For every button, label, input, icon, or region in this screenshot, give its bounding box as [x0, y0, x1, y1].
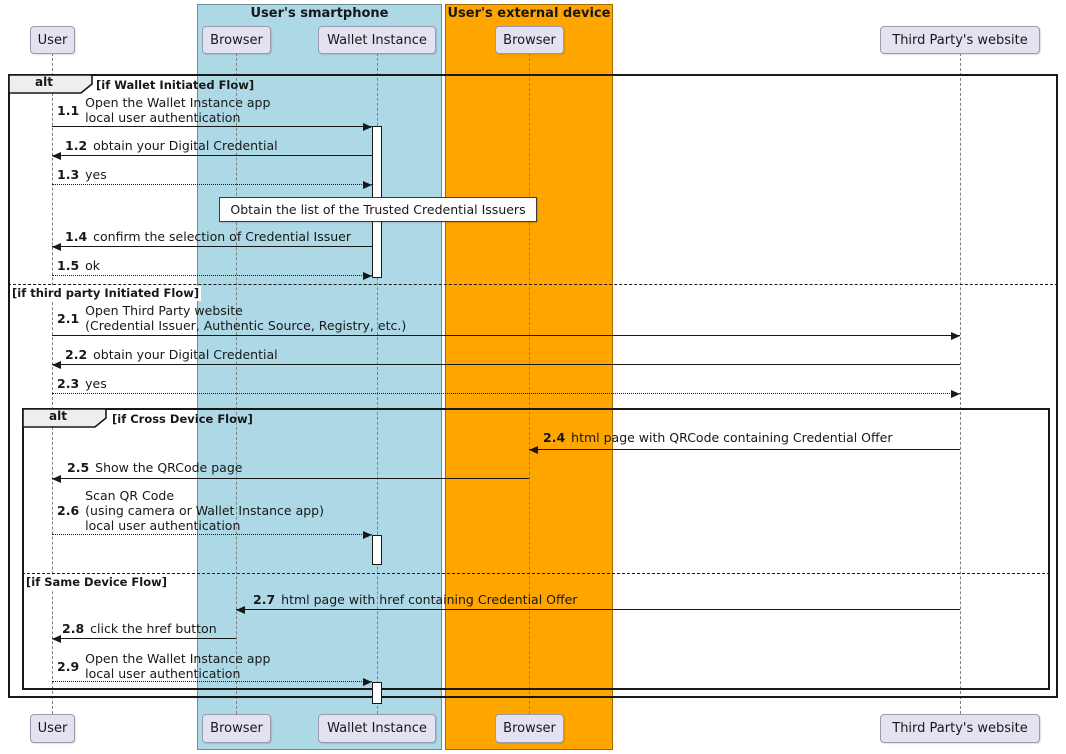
alt-frame-outer — [8, 74, 1058, 698]
note-trusted-issuers: Obtain the list of the Trusted Credentia… — [219, 197, 537, 222]
message-label-2-5: 2.5 Show the QRCode page — [67, 460, 243, 475]
arrowhead-icon — [363, 180, 372, 189]
arrowhead-icon — [951, 389, 960, 398]
message-number: 2.2 — [65, 347, 88, 362]
message-arrow-2-1 — [52, 331, 960, 340]
participant-user-top: User — [30, 26, 75, 54]
arrowhead-icon — [951, 331, 960, 340]
lifeline-third-party — [960, 53, 961, 714]
message-arrow-2-3 — [52, 389, 960, 398]
alt-frame-outer-guard: [if Wallet Initiated Flow] — [96, 78, 255, 92]
external-device-group-title: User's external device — [447, 6, 611, 21]
message-label-1-1: 1.1 Open the Wallet Instance app local us… — [57, 95, 271, 125]
lifeline-browser-smartphone — [236, 53, 237, 714]
participant-browser-external-top: Browser — [495, 26, 564, 54]
message-label-2-9: 2.9 Open the Wallet Instance app local us… — [57, 651, 271, 681]
message-arrow-1-4 — [52, 242, 372, 251]
alt-frame-outer-label: alt — [35, 75, 53, 89]
participant-wallet-instance-bottom: Wallet Instance — [318, 714, 436, 743]
message-number: 1.1 — [57, 102, 80, 118]
arrowhead-icon — [363, 530, 372, 539]
message-number: 1.3 — [57, 167, 80, 182]
arrowhead-icon — [363, 122, 372, 131]
alt-outer-else-divider — [8, 284, 1058, 285]
message-number: 1.2 — [65, 138, 88, 153]
message-label-1-3: 1.3 yes — [57, 167, 107, 182]
message-label-2-8: 2.8 click the href button — [62, 621, 217, 636]
arrowhead-icon — [52, 634, 61, 643]
arrowhead-icon — [363, 677, 372, 686]
smartphone-group-box — [197, 4, 442, 750]
smartphone-group-title: User's smartphone — [250, 6, 389, 21]
message-number: 2.3 — [57, 376, 80, 391]
message-label-2-1: 2.1 Open Third Party website (Credential … — [57, 303, 407, 333]
activation-wallet-3 — [372, 682, 382, 704]
participant-browser-smartphone-top: Browser — [202, 26, 271, 54]
alt-frame-inner-label: alt — [49, 409, 67, 423]
message-arrow-2-2 — [52, 360, 960, 369]
message-number: 2.4 — [543, 430, 566, 445]
arrowhead-icon — [363, 271, 372, 280]
message-label-1-5: 1.5 ok — [57, 258, 101, 273]
participant-third-party-bottom: Third Party's website — [880, 714, 1040, 743]
message-label-2-3: 2.3 yes — [57, 376, 107, 391]
message-arrow-2-5 — [52, 474, 529, 483]
message-label-1-4: 1.4 confirm the selection of Credential … — [65, 229, 351, 244]
alt-frame-inner-guard: [if Cross Device Flow] — [112, 412, 253, 426]
alt-inner-else-divider — [22, 573, 1050, 574]
message-number: 2.6 — [57, 503, 80, 518]
message-label-2-6: 2.6 Scan QR Code (using camera or Wallet … — [57, 488, 324, 533]
message-arrow-2-4 — [529, 445, 960, 454]
lifeline-browser-external — [529, 53, 530, 714]
message-arrow-2-7 — [236, 605, 960, 614]
message-arrow-2-9 — [52, 677, 372, 686]
message-arrow-1-5 — [52, 271, 372, 280]
message-label-2-2: 2.2 obtain your Digital Credential — [65, 347, 278, 362]
arrowhead-icon — [236, 605, 245, 614]
message-arrow-2-6 — [52, 530, 372, 539]
alt-outer-else-guard: [if third party Initiated Flow] — [12, 286, 202, 301]
alt-inner-else-guard: [if Same Device Flow] — [26, 575, 170, 590]
message-arrow-2-8 — [52, 634, 236, 643]
message-number: 2.5 — [67, 460, 90, 475]
message-number: 2.9 — [57, 658, 80, 674]
message-arrow-1-3 — [52, 180, 372, 189]
alt-tab-shape — [22, 408, 107, 428]
message-label-2-7: 2.7 html page with href containing Crede… — [253, 592, 578, 607]
lifeline-user — [52, 53, 53, 714]
arrowhead-icon — [52, 360, 61, 369]
message-number: 1.4 — [65, 229, 88, 244]
alt-frame-outer-tab: alt — [8, 74, 94, 98]
participant-wallet-instance-top: Wallet Instance — [318, 26, 436, 54]
message-number: 2.7 — [253, 592, 276, 607]
arrowhead-icon — [52, 474, 61, 483]
lifeline-wallet-instance — [377, 53, 378, 714]
message-number: 2.1 — [57, 310, 80, 326]
message-label-1-2: 1.2 obtain your Digital Credential — [65, 138, 278, 153]
message-arrow-1-2 — [52, 151, 372, 160]
participant-browser-external-bottom: Browser — [495, 714, 564, 743]
alt-frame-inner — [22, 408, 1050, 690]
participant-user-bottom: User — [30, 714, 75, 743]
arrowhead-icon — [52, 151, 61, 160]
arrowhead-icon — [529, 445, 538, 454]
message-number: 2.8 — [62, 621, 85, 636]
message-label-2-4: 2.4 html page with QRCode containing Cre… — [543, 430, 893, 445]
participant-browser-smartphone-bottom: Browser — [202, 714, 271, 743]
alt-tab-shape — [8, 74, 93, 94]
message-arrow-1-1 — [52, 122, 372, 131]
arrowhead-icon — [52, 242, 61, 251]
alt-frame-inner-tab: alt — [22, 408, 108, 432]
participant-third-party-top: Third Party's website — [880, 26, 1040, 54]
activation-wallet-2 — [372, 535, 382, 565]
message-number: 1.5 — [57, 258, 80, 273]
